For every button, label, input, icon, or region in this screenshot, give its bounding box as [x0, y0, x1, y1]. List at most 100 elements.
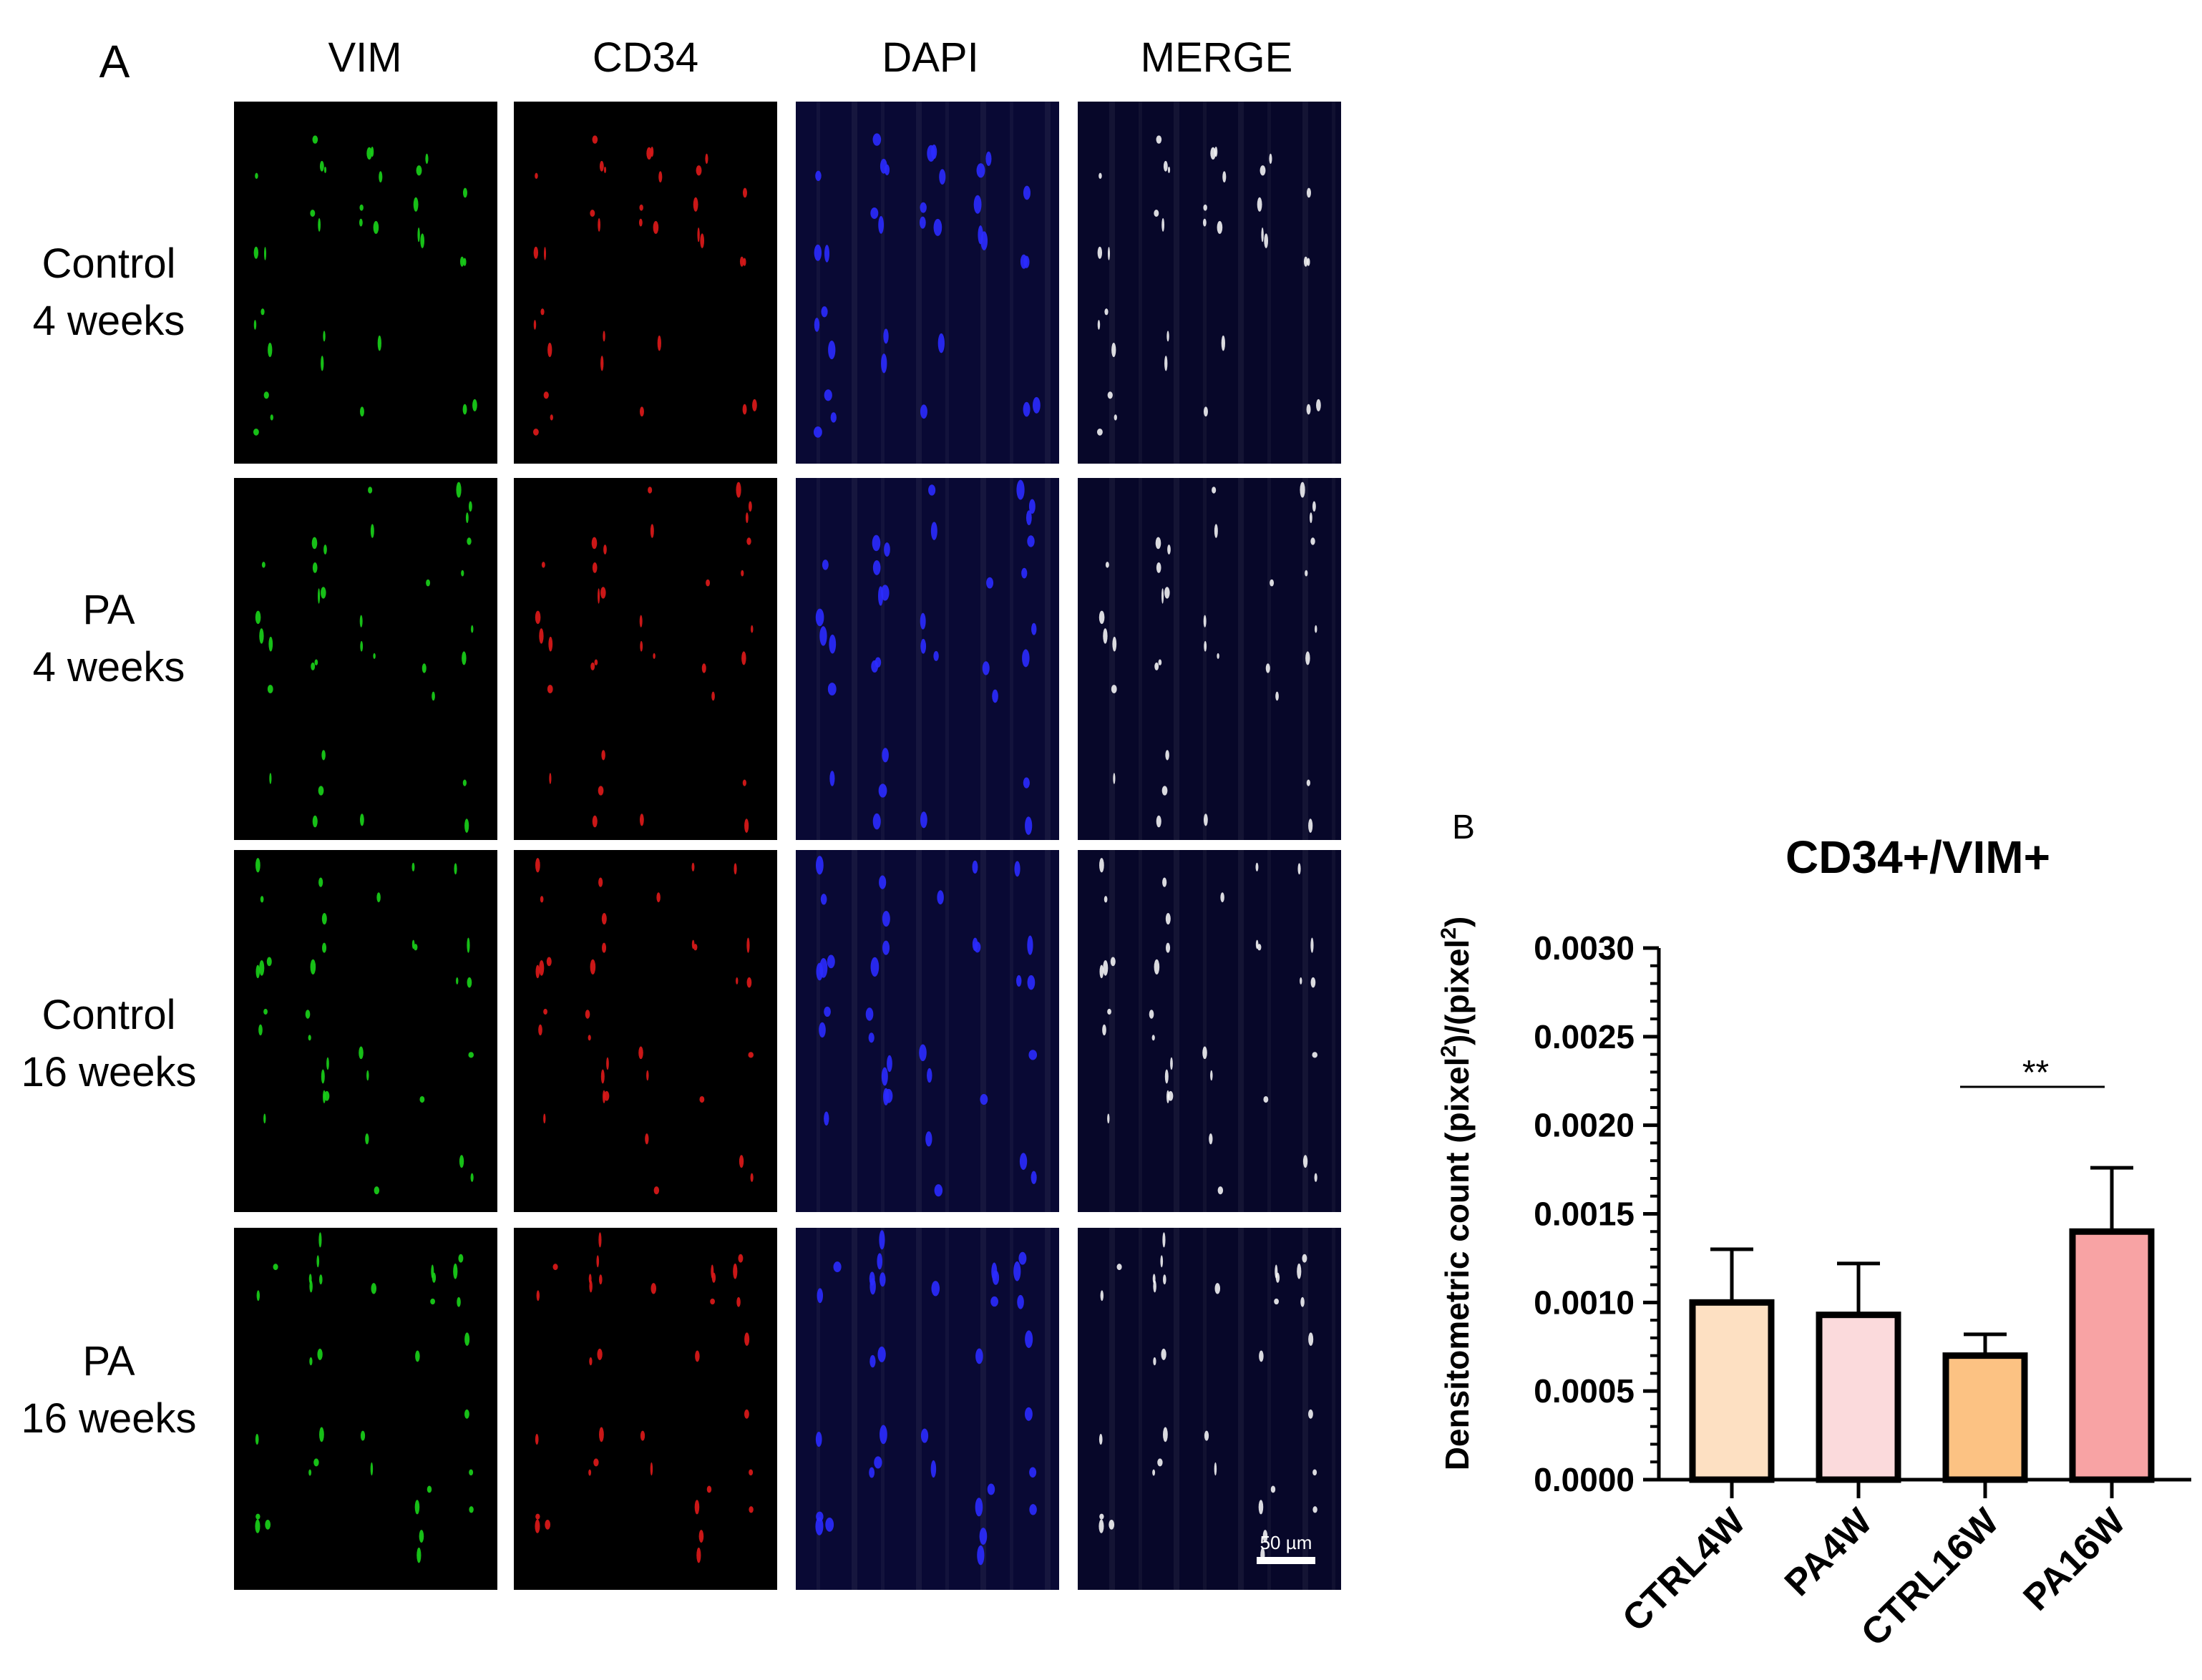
cell-signal: [1103, 959, 1109, 976]
cell-signal: [370, 524, 374, 538]
cell-signal: [746, 977, 752, 988]
cell-signal: [743, 258, 746, 266]
cell-signal: [533, 320, 537, 330]
cell-signal: [263, 391, 269, 399]
cell-signal: [816, 856, 824, 875]
cell-signal: [693, 197, 698, 212]
cell-signal: [877, 1253, 883, 1270]
cell-signal: [543, 1113, 546, 1124]
column-header-cd34: CD34: [593, 34, 698, 81]
micrograph-vim-row-1: [234, 102, 497, 464]
cell-signal: [468, 501, 472, 512]
cell-signal: [1162, 877, 1167, 887]
cell-signal: [359, 814, 364, 826]
cell-signal: [263, 247, 267, 260]
cell-signal: [373, 220, 379, 234]
cell-signal: [883, 328, 889, 344]
cell-signal: [261, 562, 265, 568]
y-tick-label: 0.0025: [1534, 1018, 1635, 1055]
cell-signal: [1308, 819, 1313, 833]
cell-signal: [1025, 1330, 1033, 1348]
cell-signal: [1312, 1469, 1317, 1476]
cell-signal: [744, 819, 749, 833]
cell-signal: [599, 160, 604, 172]
cell-signal: [741, 570, 744, 577]
cell-signal: [533, 246, 539, 259]
cell-signal: [975, 1498, 983, 1517]
cell-signal: [1308, 1409, 1313, 1419]
cell-signal: [696, 165, 702, 176]
micrograph-vim-row-2: [234, 478, 497, 840]
cell-signal: [321, 356, 324, 371]
cell-signal: [748, 1052, 754, 1058]
cell-signal: [1025, 1407, 1033, 1421]
cell-signal: [596, 1255, 600, 1268]
cell-signal: [1023, 255, 1030, 268]
cell-signal: [1306, 187, 1311, 198]
cell-signal: [547, 685, 553, 693]
cell-signal: [430, 1298, 435, 1305]
cell-signal: [1098, 610, 1105, 625]
cell-signal: [603, 166, 607, 173]
cell-signal: [310, 959, 316, 975]
cell-signal: [933, 650, 939, 661]
cell-signal: [326, 1057, 329, 1070]
cell-signal: [591, 537, 598, 550]
cell-signal: [698, 1530, 704, 1543]
cell-signal: [639, 406, 644, 417]
cell-signal: [1028, 1050, 1038, 1060]
cell-signal: [469, 1469, 474, 1476]
cell-signal: [750, 1173, 754, 1182]
cell-signal: [422, 663, 427, 673]
cell-signal: [420, 233, 425, 248]
cell-signal: [979, 1528, 988, 1545]
cell-signal: [1022, 649, 1030, 668]
cell-signal: [590, 210, 595, 217]
cell-signal: [934, 1184, 943, 1197]
cell-signal: [829, 634, 837, 654]
cell-signal: [1164, 356, 1168, 371]
cell-signal: [600, 587, 606, 599]
cell-signal: [822, 560, 829, 570]
cell-signal: [1209, 1133, 1213, 1145]
micrograph-background: [234, 1228, 497, 1590]
cell-signal: [1100, 1290, 1104, 1301]
micrograph-background: [514, 102, 777, 464]
cell-signal: [990, 1296, 998, 1307]
y-tick-label: 0.0030: [1534, 929, 1635, 967]
cell-signal: [456, 482, 462, 498]
cell-signal: [882, 911, 890, 927]
cell-signal: [882, 940, 890, 955]
micrograph-texture: [796, 1228, 1059, 1590]
micrograph-background: [234, 478, 497, 840]
x-tick-label-CTRL4W: CTRL4W: [1614, 1500, 1754, 1640]
cell-signal: [920, 612, 926, 630]
cell-signal: [1107, 247, 1111, 260]
column-header-dapi: DAPI: [882, 34, 978, 81]
cell-signal: [379, 171, 383, 182]
cell-signal: [824, 389, 832, 401]
cell-signal: [746, 937, 750, 953]
cell-signal: [535, 1519, 540, 1533]
cell-signal: [546, 957, 552, 967]
cell-signal: [814, 318, 820, 332]
cell-signal: [318, 588, 321, 604]
cell-signal: [417, 227, 420, 243]
cell-signal: [751, 625, 754, 633]
cell-signal: [312, 815, 318, 828]
row-label-control-4w-line2: 4 weeks: [33, 298, 185, 344]
cell-signal: [1112, 636, 1117, 652]
cell-signal: [464, 1409, 469, 1419]
cell-signal: [749, 1506, 754, 1513]
cell-signal: [318, 877, 323, 887]
cell-signal: [1154, 210, 1159, 217]
cell-signal: [706, 1485, 712, 1493]
cell-signal: [535, 610, 541, 625]
cell-signal: [742, 779, 746, 786]
cell-signal: [1029, 1504, 1037, 1515]
cell-signal: [872, 534, 881, 552]
cell-signal: [316, 1255, 320, 1268]
cell-signal: [1164, 1069, 1169, 1084]
cell-signal: [1021, 567, 1028, 579]
cell-signal: [539, 628, 544, 644]
